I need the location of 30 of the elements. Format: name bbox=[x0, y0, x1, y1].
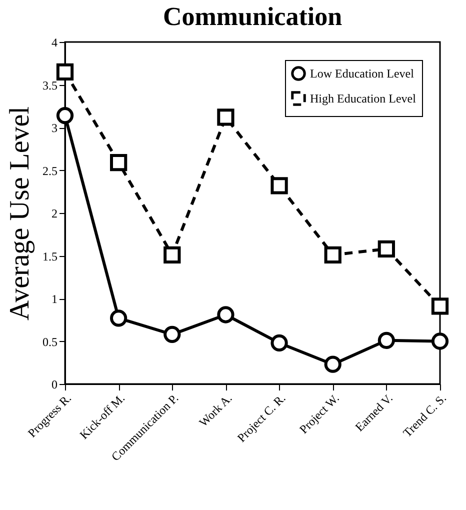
legend-label: High Education Level bbox=[310, 92, 417, 106]
point bbox=[217, 108, 234, 126]
point bbox=[378, 240, 395, 258]
y-tick-label: 3 bbox=[52, 121, 58, 135]
legend-label: Low Education Level bbox=[310, 66, 415, 80]
point bbox=[217, 306, 234, 324]
y-tick-label: 4 bbox=[52, 36, 58, 50]
chart-title: Communication bbox=[162, 2, 343, 31]
point bbox=[56, 106, 74, 124]
point bbox=[270, 334, 288, 352]
point bbox=[110, 310, 128, 327]
point bbox=[270, 177, 288, 194]
point bbox=[164, 326, 181, 343]
y-tick-label: 1 bbox=[52, 292, 58, 306]
y-tick-label: 2 bbox=[52, 206, 58, 220]
point bbox=[164, 246, 181, 264]
point bbox=[431, 332, 449, 350]
point bbox=[56, 63, 74, 80]
point bbox=[324, 356, 342, 373]
y-tick-label: 1.5 bbox=[42, 249, 58, 264]
point bbox=[431, 298, 449, 315]
y-tick-label: 2.5 bbox=[42, 164, 58, 178]
y-tick-label: 0 bbox=[52, 378, 58, 392]
point bbox=[324, 246, 342, 264]
point bbox=[110, 154, 128, 172]
y-tick-label: 3.5 bbox=[42, 78, 58, 92]
y-tick-label: 0.5 bbox=[42, 334, 58, 349]
point bbox=[378, 332, 395, 349]
y-axis-title: Average Use Level bbox=[4, 106, 36, 321]
x-tick-label: Work A. bbox=[196, 391, 235, 430]
